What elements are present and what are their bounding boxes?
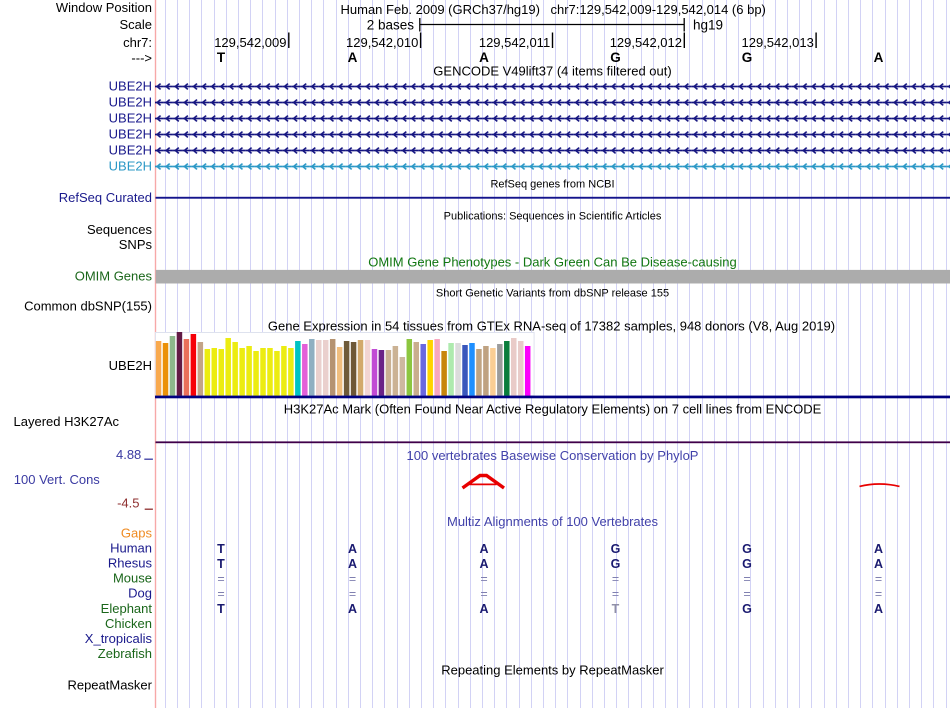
svg-text:100 Vert. Cons: 100 Vert. Cons [14, 472, 100, 487]
svg-text:129,542,010: 129,542,010 [346, 35, 418, 50]
svg-text:UBE2H: UBE2H [109, 159, 152, 174]
svg-text:T: T [612, 602, 620, 616]
svg-text:OMIM Genes: OMIM Genes [75, 269, 153, 284]
svg-text:2 bases: 2 bases [367, 18, 415, 33]
svg-text:chr7:: chr7: [123, 35, 152, 50]
svg-text:G: G [611, 557, 621, 571]
svg-text:=: = [349, 572, 356, 586]
svg-text:=: = [743, 572, 750, 586]
svg-text:Sequences: Sequences [87, 222, 153, 237]
svg-text:T: T [217, 557, 225, 571]
svg-text:Human Feb. 2009 (GRCh37/hg19): Human Feb. 2009 (GRCh37/hg19) [341, 2, 540, 17]
svg-text:Rhesus: Rhesus [108, 556, 153, 571]
svg-text:4.88: 4.88 [116, 447, 141, 462]
svg-text:UBE2H: UBE2H [109, 358, 152, 373]
svg-text:Common dbSNP(155): Common dbSNP(155) [24, 299, 152, 314]
svg-text:Dog: Dog [128, 586, 152, 601]
svg-text:G: G [742, 542, 752, 556]
svg-text:A: A [348, 50, 358, 65]
svg-text:A: A [348, 602, 357, 616]
svg-text:RefSeq genes from NCBI: RefSeq genes from NCBI [490, 178, 614, 190]
svg-text:Repeating Elements by RepeatMa: Repeating Elements by RepeatMasker [441, 663, 664, 678]
svg-text:Elephant: Elephant [101, 601, 153, 616]
svg-text:A: A [348, 542, 357, 556]
svg-text:G: G [610, 50, 621, 65]
svg-text:G: G [742, 50, 753, 65]
svg-text:=: = [875, 572, 882, 586]
svg-text:=: = [217, 587, 224, 601]
svg-text:GENCODE V49lift37 (4 items fil: GENCODE V49lift37 (4 items filtered out) [433, 64, 671, 79]
svg-text:Gene Expression in 54 tissues: Gene Expression in 54 tissues from GTEx … [268, 319, 835, 334]
svg-text:A: A [479, 542, 488, 556]
svg-text:A: A [874, 50, 884, 65]
svg-text:H3K27Ac Mark (Often Found Near: H3K27Ac Mark (Often Found Near Active Re… [284, 402, 822, 417]
svg-text:=: = [743, 587, 750, 601]
svg-text:G: G [611, 542, 621, 556]
svg-text:Gaps: Gaps [121, 526, 153, 541]
svg-text:=: = [480, 572, 487, 586]
svg-text:Multiz Alignments of 100 Verte: Multiz Alignments of 100 Vertebrates [447, 514, 659, 529]
svg-text:T: T [217, 542, 225, 556]
svg-text:T: T [217, 602, 225, 616]
svg-text:Mouse: Mouse [113, 571, 152, 586]
svg-text:Scale: Scale [119, 17, 152, 32]
svg-text:=: = [349, 587, 356, 601]
svg-text:UBE2H: UBE2H [109, 143, 152, 158]
svg-text:Publications: Sequences in Sci: Publications: Sequences in Scientific Ar… [444, 211, 662, 223]
svg-text:100 vertebrates Basewise Conse: 100 vertebrates Basewise Conservation by… [407, 448, 699, 463]
svg-text:A: A [874, 557, 883, 571]
svg-text:=: = [480, 587, 487, 601]
svg-text:--->: ---> [131, 51, 152, 66]
svg-text:129,542,011: 129,542,011 [479, 35, 550, 50]
svg-text:=: = [612, 572, 619, 586]
svg-text:A: A [479, 50, 489, 65]
svg-text:Human: Human [110, 541, 152, 556]
svg-text:=: = [875, 587, 882, 601]
svg-text:T: T [217, 50, 226, 65]
svg-text:RepeatMasker: RepeatMasker [67, 678, 152, 693]
svg-text:A: A [348, 557, 357, 571]
svg-text:chr7:129,542,009-129,542,014 (: chr7:129,542,009-129,542,014 (6 bp) [551, 2, 766, 17]
svg-text:UBE2H: UBE2H [109, 79, 152, 94]
svg-text:UBE2H: UBE2H [109, 127, 152, 142]
svg-text:Layered H3K27Ac: Layered H3K27Ac [14, 414, 120, 429]
svg-text:Chicken: Chicken [105, 616, 152, 631]
svg-text:Window Position: Window Position [56, 0, 152, 15]
svg-text:UBE2H: UBE2H [109, 111, 152, 126]
svg-text:=: = [217, 572, 224, 586]
svg-text:A: A [874, 542, 883, 556]
svg-text:G: G [742, 557, 752, 571]
svg-text:Short Genetic Variants from db: Short Genetic Variants from dbSNP releas… [436, 288, 669, 300]
svg-text:Zebrafish: Zebrafish [98, 646, 152, 661]
svg-text:OMIM Gene Phenotypes - Dark Gr: OMIM Gene Phenotypes - Dark Green Can Be… [368, 255, 737, 270]
svg-text:X_tropicalis: X_tropicalis [85, 631, 153, 646]
svg-text:-4.5: -4.5 [117, 496, 139, 511]
svg-text:A: A [479, 557, 488, 571]
svg-text:129,542,013: 129,542,013 [742, 35, 814, 50]
svg-text:=: = [612, 587, 619, 601]
svg-text:hg19: hg19 [693, 18, 723, 33]
svg-text:A: A [874, 602, 883, 616]
svg-text:129,542,012: 129,542,012 [610, 35, 682, 50]
svg-text:129,542,009: 129,542,009 [214, 35, 286, 50]
svg-text:RefSeq Curated: RefSeq Curated [59, 190, 152, 205]
svg-text:UBE2H: UBE2H [109, 95, 152, 110]
svg-text:SNPs: SNPs [119, 237, 153, 252]
svg-text:A: A [479, 602, 488, 616]
svg-text:G: G [742, 602, 752, 616]
